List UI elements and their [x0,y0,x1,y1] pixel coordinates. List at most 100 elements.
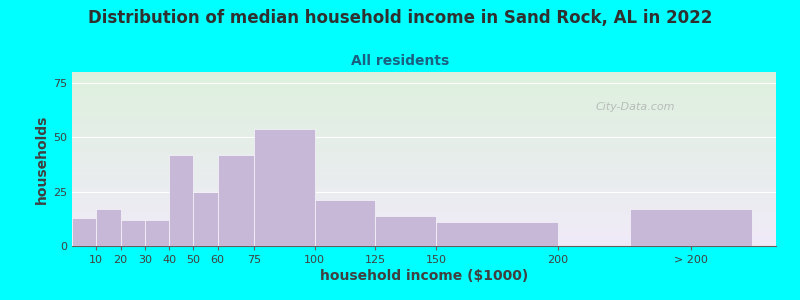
Bar [72,243,776,244]
Bar [72,223,776,224]
Bar [630,209,752,246]
Text: All residents: All residents [351,54,449,68]
Bar [72,94,776,95]
Bar [72,126,776,127]
Bar [72,179,776,180]
Bar [72,98,776,99]
Bar [72,144,776,145]
Bar [72,222,776,223]
Bar [72,72,776,73]
Bar [72,192,776,193]
Bar [72,137,776,138]
Bar [72,124,776,125]
Bar [72,133,776,134]
Bar [96,209,121,246]
Bar [72,85,776,86]
Bar [72,93,776,94]
Bar [72,119,776,120]
Bar [72,149,776,150]
Y-axis label: households: households [35,114,49,204]
Bar [72,218,96,246]
Bar [72,185,776,186]
Bar [72,129,776,130]
Bar [72,84,776,85]
Bar [72,213,776,214]
Bar [72,239,776,240]
Bar [72,161,776,162]
Bar [72,105,776,106]
Bar [72,155,776,156]
Bar [72,143,776,144]
Bar [194,192,218,246]
Bar [72,112,776,113]
Bar [72,158,776,159]
Bar [72,199,776,200]
Bar [72,204,776,205]
Bar [72,153,776,154]
Bar [72,224,776,225]
Bar [72,104,776,105]
Bar [72,219,776,220]
Bar [72,201,776,202]
Bar [72,181,776,182]
Bar [72,177,776,178]
Bar [72,211,776,212]
Bar [72,172,776,173]
Bar [72,193,776,194]
Bar [72,176,776,177]
Bar [72,117,776,118]
Bar [72,91,776,92]
Bar [72,209,776,210]
Bar [72,88,776,89]
Bar [72,110,776,111]
Bar [72,169,776,170]
Bar [72,180,776,181]
Bar [72,128,776,129]
Bar [72,230,776,231]
Bar [375,215,436,246]
Text: Distribution of median household income in Sand Rock, AL in 2022: Distribution of median household income … [88,9,712,27]
Bar [72,163,776,164]
Bar [72,241,776,242]
Bar [72,83,776,84]
Bar [72,146,776,147]
Bar [72,226,776,227]
Bar [72,190,776,191]
Bar [72,187,776,188]
Bar [72,175,776,176]
Bar [72,244,776,245]
Bar [72,111,776,112]
Bar [72,140,776,141]
Bar [72,165,776,166]
Bar [72,160,776,161]
Bar [72,135,776,136]
Bar [72,114,776,115]
Bar [72,99,776,100]
X-axis label: household income ($1000): household income ($1000) [320,269,528,283]
Bar [72,221,776,222]
Bar [72,206,776,207]
Bar [72,90,776,91]
Bar [72,218,776,219]
Bar [72,113,776,114]
Bar [72,79,776,80]
Bar [72,227,776,228]
Bar [72,101,776,102]
Bar [72,168,776,169]
Bar [72,86,776,87]
Bar [72,154,776,155]
Bar [72,134,776,135]
Bar [72,194,776,195]
Bar [72,78,776,79]
Bar [72,92,776,93]
Bar [72,96,776,97]
Bar [72,150,776,151]
Bar [72,77,776,78]
Bar [72,76,776,77]
Bar [72,118,776,119]
Bar [72,225,776,226]
Bar [72,216,776,217]
Bar [72,152,776,153]
Bar [72,116,776,117]
Bar [72,189,776,190]
